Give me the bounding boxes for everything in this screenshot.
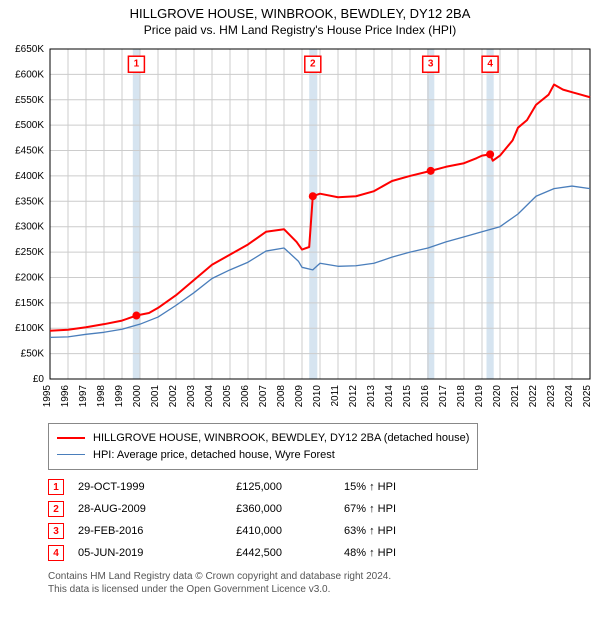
x-tick-label: 2006 xyxy=(240,385,251,408)
callout-number: 1 xyxy=(134,59,140,70)
x-tick-label: 2003 xyxy=(186,385,197,408)
page: HILLGROVE HOUSE, WINBROOK, BEWDLEY, DY12… xyxy=(0,0,600,596)
x-tick-label: 2000 xyxy=(132,385,143,408)
y-tick-label: £400K xyxy=(15,171,44,182)
x-tick-label: 2020 xyxy=(492,385,503,408)
x-tick-label: 2014 xyxy=(384,385,395,408)
x-tick-label: 2016 xyxy=(420,385,431,408)
title-main: HILLGROVE HOUSE, WINBROOK, BEWDLEY, DY12… xyxy=(0,6,600,21)
y-tick-label: £50K xyxy=(21,349,45,360)
y-tick-label: £500K xyxy=(15,120,44,131)
callout-number: 3 xyxy=(428,59,434,70)
x-tick-label: 2019 xyxy=(474,385,485,408)
y-tick-label: £200K xyxy=(15,272,44,283)
y-tick-label: £600K xyxy=(15,69,44,80)
legend-label: HILLGROVE HOUSE, WINBROOK, BEWDLEY, DY12… xyxy=(93,430,469,447)
y-tick-label: £650K xyxy=(15,44,44,55)
legend-label: HPI: Average price, detached house, Wyre… xyxy=(93,447,335,464)
x-tick-label: 2009 xyxy=(294,385,305,408)
x-tick-label: 2005 xyxy=(222,385,233,408)
sale-band xyxy=(487,49,494,379)
transaction-badge: 2 xyxy=(48,501,64,517)
chart-svg: £0 £50K £100K £150K £200K £250K £300K £350K £400… xyxy=(0,39,600,419)
sale-marker xyxy=(132,312,140,320)
transaction-date: 29-OCT-1999 xyxy=(78,481,188,493)
sale-band xyxy=(309,49,317,379)
transaction-price: £125,000 xyxy=(202,481,282,493)
x-tick-label: 2025 xyxy=(582,385,593,408)
legend: HILLGROVE HOUSE, WINBROOK, BEWDLEY, DY12… xyxy=(48,423,478,470)
transaction-vs-hpi: 15% ↑ HPI xyxy=(296,481,396,493)
callout-number: 4 xyxy=(487,59,493,70)
legend-row: HPI: Average price, detached house, Wyre… xyxy=(57,447,469,464)
y-tick-label: £150K xyxy=(15,298,44,309)
sale-marker xyxy=(486,150,494,158)
x-tick-label: 2023 xyxy=(546,385,557,408)
transaction-vs-hpi: 67% ↑ HPI xyxy=(296,503,396,515)
x-tick-label: 2024 xyxy=(564,385,575,408)
transactions-table: 1 29-OCT-1999 £125,000 15% ↑ HPI 2 28-AUG-200… xyxy=(48,476,580,564)
x-tick-label: 2007 xyxy=(258,385,269,408)
sale-marker xyxy=(309,192,317,200)
y-tick-label: £300K xyxy=(15,222,44,233)
x-tick-label: 2017 xyxy=(438,385,449,408)
x-tick-label: 2015 xyxy=(402,385,413,408)
y-tick-label: £100K xyxy=(15,323,44,334)
x-tick-label: 2011 xyxy=(330,385,341,407)
transaction-price: £360,000 xyxy=(202,503,282,515)
title-block: HILLGROVE HOUSE, WINBROOK, BEWDLEY, DY12… xyxy=(0,0,600,39)
footer-copyright: Contains HM Land Registry data © Crown c… xyxy=(48,570,580,583)
x-tick-label: 2021 xyxy=(510,385,521,408)
x-tick-label: 2002 xyxy=(168,385,179,408)
footer: Contains HM Land Registry data © Crown c… xyxy=(48,570,580,596)
x-tick-label: 1996 xyxy=(60,385,71,408)
transaction-date: 28-AUG-2009 xyxy=(78,503,188,515)
x-tick-label: 2001 xyxy=(150,385,161,408)
transaction-date: 29-FEB-2016 xyxy=(78,525,188,537)
x-tick-label: 2018 xyxy=(456,385,467,408)
sale-band xyxy=(133,49,140,379)
transaction-badge: 1 xyxy=(48,479,64,495)
legend-swatch xyxy=(57,437,85,439)
x-tick-label: 2010 xyxy=(312,385,323,408)
transaction-row: 2 28-AUG-2009 £360,000 67% ↑ HPI xyxy=(48,498,580,520)
transaction-badge: 3 xyxy=(48,523,64,539)
x-tick-label: 2012 xyxy=(348,385,359,408)
callout-number: 2 xyxy=(310,59,316,70)
legend-row: HILLGROVE HOUSE, WINBROOK, BEWDLEY, DY12… xyxy=(57,430,469,447)
transaction-row: 4 05-JUN-2019 £442,500 48% ↑ HPI xyxy=(48,542,580,564)
sale-marker xyxy=(427,167,435,175)
transaction-price: £410,000 xyxy=(202,525,282,537)
y-tick-label: £0 xyxy=(33,374,45,385)
chart: £0 £50K £100K £150K £200K £250K £300K £350K £400… xyxy=(0,39,600,419)
legend-swatch xyxy=(57,454,85,455)
y-tick-label: £350K xyxy=(15,196,44,207)
x-tick-label: 2022 xyxy=(528,385,539,408)
y-tick-label: £550K xyxy=(15,95,44,106)
transaction-badge: 4 xyxy=(48,545,64,561)
y-tick-label: £250K xyxy=(15,247,44,258)
x-tick-label: 1999 xyxy=(114,385,125,408)
transaction-date: 05-JUN-2019 xyxy=(78,547,188,559)
x-tick-label: 2013 xyxy=(366,385,377,408)
x-tick-label: 1998 xyxy=(96,385,107,408)
x-tick-label: 2004 xyxy=(204,385,215,408)
x-tick-label: 1997 xyxy=(78,385,89,408)
transaction-row: 1 29-OCT-1999 £125,000 15% ↑ HPI xyxy=(48,476,580,498)
footer-licence: This data is licensed under the Open Gov… xyxy=(48,583,580,596)
x-tick-label: 1995 xyxy=(42,385,53,408)
x-tick-label: 2008 xyxy=(276,385,287,408)
title-sub: Price paid vs. HM Land Registry's House … xyxy=(0,23,600,37)
y-tick-label: £450K xyxy=(15,146,44,157)
transaction-vs-hpi: 63% ↑ HPI xyxy=(296,525,396,537)
transaction-row: 3 29-FEB-2016 £410,000 63% ↑ HPI xyxy=(48,520,580,542)
transaction-vs-hpi: 48% ↑ HPI xyxy=(296,547,396,559)
transaction-price: £442,500 xyxy=(202,547,282,559)
